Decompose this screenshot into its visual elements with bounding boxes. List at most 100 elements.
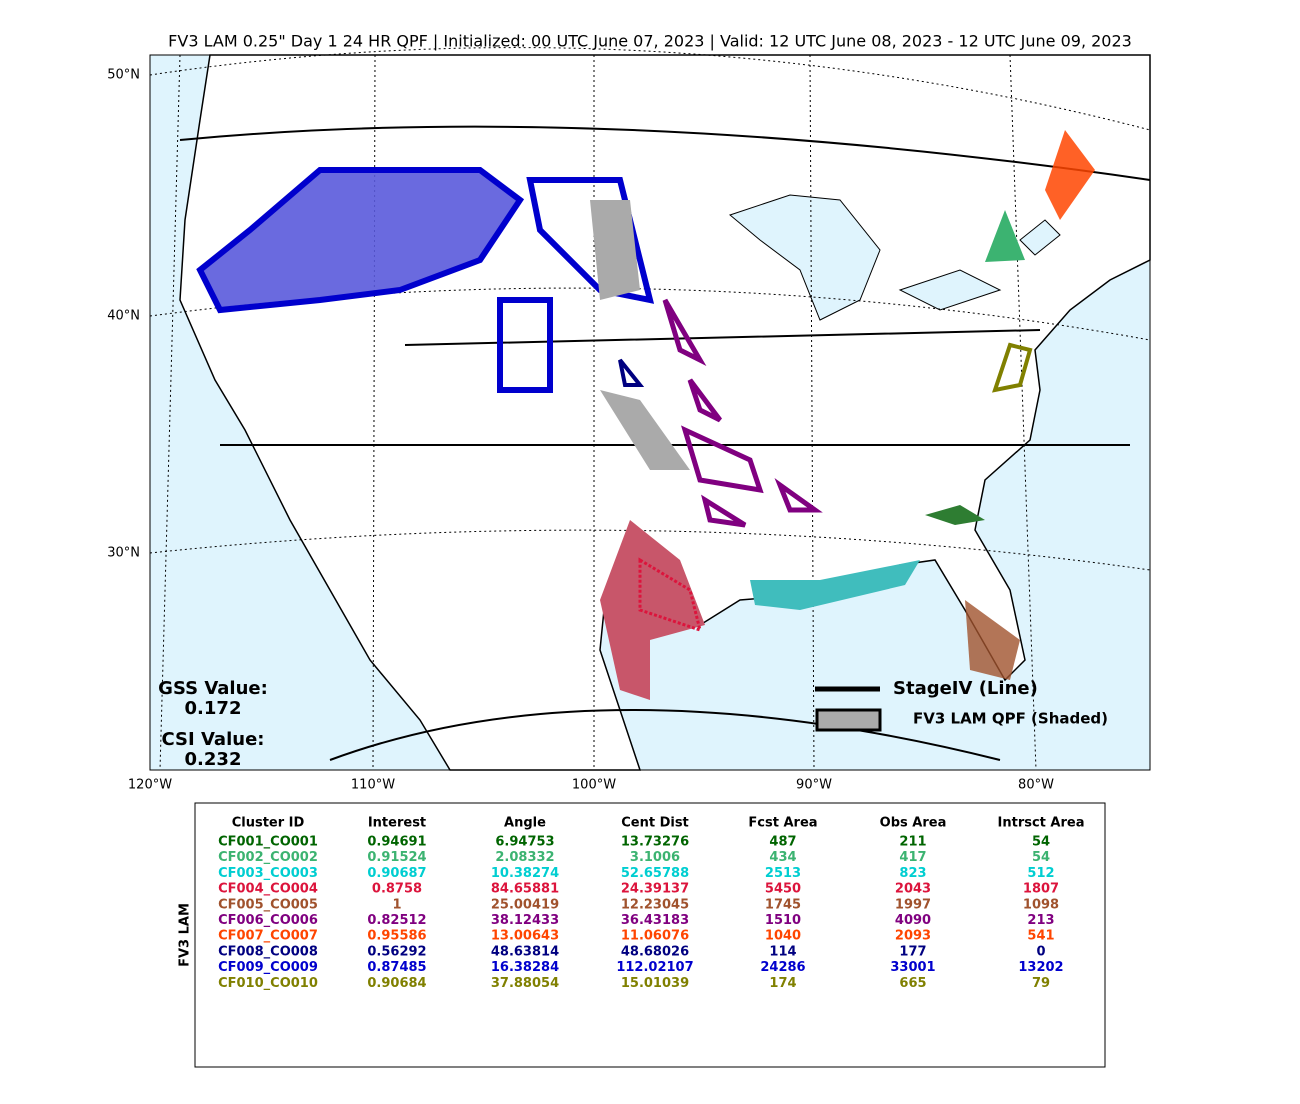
table-cell: 84.65881 xyxy=(491,882,559,897)
table-cell: 512 xyxy=(1027,866,1054,881)
column-header: Angle xyxy=(504,816,546,831)
table-cell: 10.38274 xyxy=(491,866,559,881)
lat-label: 40°N xyxy=(107,309,140,324)
table-cell: 13.73276 xyxy=(621,835,689,850)
table-cell: 54 xyxy=(1032,835,1050,850)
table-cell: 2043 xyxy=(895,882,931,897)
column-header: Obs Area xyxy=(880,816,947,831)
table-cell: 6.94753 xyxy=(495,835,554,850)
csi-value: 0.232 xyxy=(185,749,242,770)
lat-label: 50°N xyxy=(107,68,140,83)
column-header: Cluster ID xyxy=(232,816,305,831)
table-cell: 24.39137 xyxy=(621,882,689,897)
table-cell: CF009_CO009 xyxy=(218,960,318,975)
table-cell: 79 xyxy=(1032,976,1050,991)
table-cell: 25.00419 xyxy=(491,897,559,912)
great-lakes xyxy=(728,194,1061,321)
table-cell: 0.91524 xyxy=(367,850,426,865)
column-header: Fcst Area xyxy=(748,816,817,831)
table-side-label: FV3 LAM xyxy=(178,903,193,967)
lon-label: 80°W xyxy=(1018,778,1054,793)
map-frame xyxy=(149,54,1151,771)
table-frame xyxy=(194,802,1106,1068)
table-cell: 0 xyxy=(1036,944,1045,959)
gss-value: 0.172 xyxy=(185,698,242,719)
column-header: Intrsct Area xyxy=(998,816,1085,831)
legend-swatch xyxy=(815,708,882,732)
legend-line-label: StageIV (Line) xyxy=(893,678,1038,699)
table-cell: 0.8758 xyxy=(372,882,422,897)
table-cell: 1510 xyxy=(765,913,801,928)
table-cell: 174 xyxy=(769,976,796,991)
table-cell: 15.01039 xyxy=(621,976,689,991)
table-cell: 112.02107 xyxy=(616,960,693,975)
table-cell: 13.00643 xyxy=(491,929,559,944)
table-cell: CF005_CO005 xyxy=(218,897,318,912)
table-cell: 1040 xyxy=(765,929,801,944)
table-cell: CF006_CO006 xyxy=(218,913,318,928)
csi-label: CSI Value: xyxy=(162,729,265,750)
table-cell: 211 xyxy=(899,835,926,850)
table-cell: 0.90687 xyxy=(367,866,426,881)
table-cell: 48.63814 xyxy=(491,944,559,959)
table-cell: 1 xyxy=(392,897,401,912)
table-cell: 541 xyxy=(1027,929,1054,944)
table-cell: 417 xyxy=(899,850,926,865)
table-cell: 1807 xyxy=(1023,882,1059,897)
table-cell: 12.23045 xyxy=(621,897,689,912)
table-cell: 487 xyxy=(769,835,796,850)
table-cell: 0.82512 xyxy=(367,913,426,928)
table-cell: 177 xyxy=(899,944,926,959)
table-cell: 665 xyxy=(899,976,926,991)
table-cell: 823 xyxy=(899,866,926,881)
table-cell: 13202 xyxy=(1018,960,1063,975)
table-cell: CF007_CO007 xyxy=(218,929,318,944)
column-header: Interest xyxy=(368,816,426,831)
table-cell: 114 xyxy=(769,944,796,959)
table-cell: 54 xyxy=(1032,850,1050,865)
table-cell: 4090 xyxy=(895,913,931,928)
table-cell: 1997 xyxy=(895,897,931,912)
table-cell: 2513 xyxy=(765,866,801,881)
table-cell: 434 xyxy=(769,850,796,865)
borders xyxy=(179,125,1151,761)
table-cell: 16.38284 xyxy=(491,960,559,975)
lat-label: 30°N xyxy=(107,546,140,561)
map: StageIV (Line) FV3 LAM QPF (Shaded) GSS … xyxy=(149,47,1151,771)
table-cell: 24286 xyxy=(760,960,805,975)
table-cell: 52.65788 xyxy=(621,866,689,881)
table-cell: 37.88054 xyxy=(491,976,559,991)
qpf-objects xyxy=(196,130,1095,700)
table-cell: 1098 xyxy=(1023,897,1059,912)
table-cell: 0.87485 xyxy=(367,960,426,975)
table-cell: 0.90684 xyxy=(367,976,426,991)
gss-label: GSS Value: xyxy=(158,678,268,699)
table-cell: 33001 xyxy=(890,960,935,975)
table-cell: 2093 xyxy=(895,929,931,944)
table-cell: 3.1006 xyxy=(630,850,680,865)
table-cell: CF002_CO002 xyxy=(218,850,318,865)
lon-label: 110°W xyxy=(351,778,395,793)
table-cell: 11.06076 xyxy=(621,929,689,944)
table-cell: CF008_CO008 xyxy=(218,944,318,959)
table-cell: 38.12433 xyxy=(491,913,559,928)
legend-shaded-label: FV3 LAM QPF (Shaded) xyxy=(913,710,1108,728)
lon-label: 120°W xyxy=(128,778,172,793)
table-cell: 1745 xyxy=(765,897,801,912)
table-cell: 0.95586 xyxy=(367,929,426,944)
table-cell: 5450 xyxy=(765,882,801,897)
table-cell: 36.43183 xyxy=(621,913,689,928)
table-cell: 2.08332 xyxy=(495,850,554,865)
lon-label: 100°W xyxy=(572,778,616,793)
table-cell: 213 xyxy=(1027,913,1054,928)
column-header: Cent Dist xyxy=(621,816,689,831)
table-cell: CF003_CO003 xyxy=(218,866,318,881)
title: FV3 LAM 0.25" Day 1 24 HR QPF | Initiali… xyxy=(168,32,1132,51)
table-cell: 48.68026 xyxy=(621,944,689,959)
table-cell: 0.94691 xyxy=(367,835,426,850)
table-cell: CF010_CO010 xyxy=(218,976,318,991)
table-cell: 0.56292 xyxy=(367,944,426,959)
table-cell: CF001_CO001 xyxy=(218,835,318,850)
lon-label: 90°W xyxy=(796,778,832,793)
